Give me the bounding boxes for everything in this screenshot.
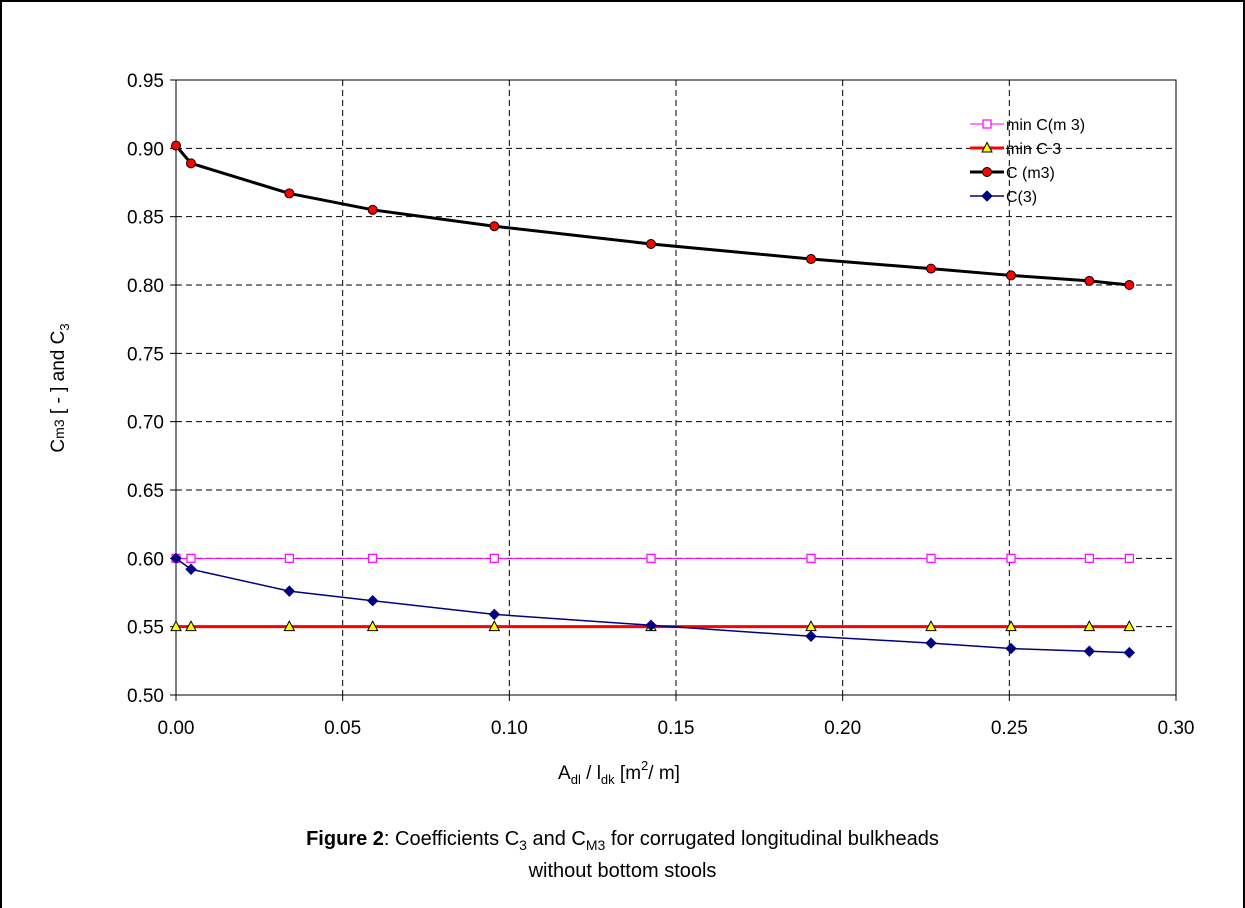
y-tick-label: 0.55 xyxy=(127,618,164,639)
series-line xyxy=(175,557,1130,654)
data-point xyxy=(368,553,378,563)
data-point xyxy=(1123,646,1136,659)
legend-swatch-marker xyxy=(981,141,993,153)
data-point xyxy=(186,553,196,563)
chart-series xyxy=(170,140,1136,659)
legend-item: C(3) xyxy=(970,189,1037,206)
line-chart: 0.50 0.55 0.60 0.65 0.70 0.75 0.80 0.85 0.90 0.95… xyxy=(48,71,1194,787)
data-point xyxy=(806,254,816,265)
figure-caption: Figure 2: Coefficients C3 and CM3 for co… xyxy=(0,826,1245,884)
data-point xyxy=(367,204,378,215)
data-point xyxy=(646,239,656,249)
data-point xyxy=(366,594,379,607)
caption-line-2: without bottom stools xyxy=(528,860,717,882)
x-tick-label: 0.20 xyxy=(824,718,861,739)
axis-ticks: 0.50 0.55 0.60 0.65 0.70 0.75 0.80 0.85 0.90 0.95… xyxy=(127,71,1194,739)
data-point xyxy=(1123,620,1136,632)
y-tick-label: 0.75 xyxy=(127,344,164,365)
legend-label: C (m3) xyxy=(1006,165,1055,182)
data-point xyxy=(1006,553,1016,563)
legend-label: min C 3 xyxy=(1006,141,1061,158)
series-3 xyxy=(171,140,1135,290)
data-point xyxy=(488,620,501,632)
series-4 xyxy=(170,552,1136,659)
data-point xyxy=(1006,270,1016,281)
data-point xyxy=(489,221,500,232)
legend-item: min C 3 xyxy=(970,141,1061,158)
data-point xyxy=(185,620,197,632)
x-tick-label: 0.05 xyxy=(324,718,361,739)
caption-line-1: Figure 2: Coefficients C3 and CM3 for co… xyxy=(306,828,939,853)
data-point xyxy=(1124,553,1134,563)
data-point xyxy=(366,620,379,632)
data-point xyxy=(185,563,197,575)
data-point xyxy=(1084,553,1094,563)
data-point xyxy=(489,553,499,563)
data-point xyxy=(170,552,182,565)
legend-label: min C(m 3) xyxy=(1006,117,1085,134)
y-tick-label: 0.50 xyxy=(127,686,164,707)
data-point xyxy=(926,263,936,274)
y-tick-label: 0.90 xyxy=(127,139,164,160)
x-tick-label: 0.15 xyxy=(658,718,695,739)
data-point xyxy=(284,188,295,199)
data-point xyxy=(171,140,181,151)
data-point xyxy=(186,158,196,169)
y-tick-label: 0.95 xyxy=(127,71,164,92)
data-point xyxy=(1084,275,1095,286)
data-point xyxy=(646,553,656,563)
x-tick-label: 0.30 xyxy=(1158,718,1195,739)
data-point xyxy=(1124,280,1135,290)
data-point xyxy=(1005,642,1017,655)
data-point xyxy=(284,553,294,563)
y-tick-label: 0.80 xyxy=(127,276,164,297)
legend-item: min C(m 3) xyxy=(970,117,1085,134)
data-point xyxy=(925,620,937,632)
data-point xyxy=(926,553,936,563)
y-tick-label: 0.70 xyxy=(127,413,164,434)
legend-item: C (m3) xyxy=(970,165,1055,182)
data-point xyxy=(170,620,182,632)
legend-swatch-marker xyxy=(981,190,993,202)
x-tick-label: 0.10 xyxy=(491,718,528,739)
y-tick-label: 0.85 xyxy=(127,208,164,229)
data-point xyxy=(1083,645,1096,657)
data-point xyxy=(1005,620,1017,632)
chart-legend: min C(m 3) min C 3 C (m3) C(3) xyxy=(970,117,1085,206)
y-axis-title: Cm3 [ - ] and C3 xyxy=(48,323,72,452)
data-point xyxy=(1083,620,1096,632)
x-tick-label: 0.25 xyxy=(991,718,1028,739)
x-tick-label: 0.00 xyxy=(158,718,195,739)
series-1 xyxy=(171,553,1134,563)
legend-swatch-marker xyxy=(982,167,992,177)
data-point xyxy=(283,620,296,632)
caption-label: Figure 2 xyxy=(306,828,384,850)
y-tick-label: 0.60 xyxy=(127,549,164,570)
legend-label: C(3) xyxy=(1006,189,1037,206)
data-point xyxy=(925,637,937,649)
x-axis-title: Adl / ldk [m2/ m] xyxy=(558,758,680,787)
data-point xyxy=(806,553,816,563)
data-point xyxy=(805,630,817,642)
series-line xyxy=(174,144,1130,287)
data-point xyxy=(488,608,501,621)
legend-swatch-marker xyxy=(982,119,992,129)
y-tick-label: 0.65 xyxy=(127,481,164,502)
data-point xyxy=(283,585,296,597)
data-point xyxy=(645,619,657,632)
